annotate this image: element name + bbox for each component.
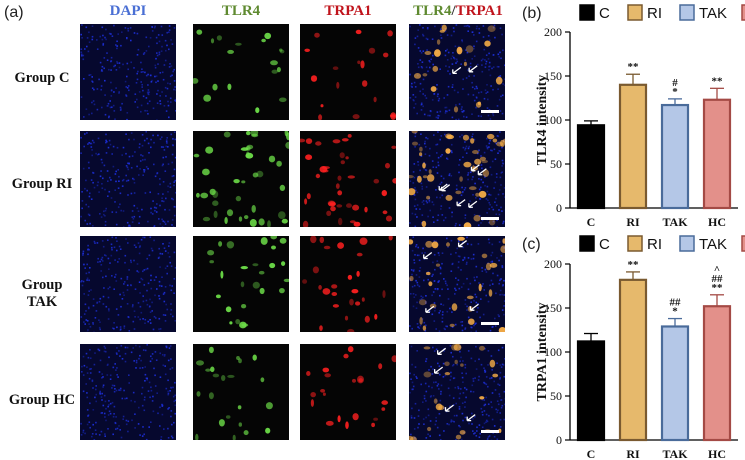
chart-c-y-tick-label-0: 0 <box>556 433 562 447</box>
chart-b-y-tick-label-3: 150 <box>544 69 562 83</box>
chart-c-bar-hc <box>702 305 732 442</box>
chart-b-y-tick-label-2: 100 <box>544 113 562 127</box>
column-header-merge: TLR4/TRPA1 <box>403 3 513 20</box>
row-label-group-tak: Group TAK <box>21 277 63 310</box>
micrograph-group-c-merge <box>409 24 505 120</box>
chart-c-x-tick-label-1: RI <box>626 447 640 460</box>
chart-b-x-tick-label-2: TAK <box>662 215 688 229</box>
chart-c-significance-1-0: ** <box>628 259 640 271</box>
micrograph-group-c-trpa1 <box>300 24 396 120</box>
chart-b-x-tick-label-3: HC <box>708 215 726 229</box>
chart-b-legend-label-1: RI <box>647 5 662 22</box>
micrograph-group-ri-trpa1 <box>300 131 396 227</box>
chart-c-significance-3-2: ^ <box>714 264 720 276</box>
chart-b-legend-swatch-1 <box>627 4 643 21</box>
chart-c-legend-swatch-0 <box>579 235 595 252</box>
chart-b-x-tick-label-1: RI <box>626 215 640 229</box>
row-label-group-hc: Group HC <box>8 392 76 408</box>
column-header-dapi: DAPI <box>109 3 147 19</box>
chart-b-legend-swatch-2 <box>679 4 695 21</box>
chart-c-bar-ri <box>618 278 648 442</box>
micrograph-group-tak-dapi <box>80 236 176 332</box>
chart-b-bar-ri <box>618 83 648 210</box>
micrograph-group-tak-merge <box>409 236 505 332</box>
chart-c-y-tick-label-1: 50 <box>550 389 562 403</box>
row-label-group-ri: Group RI <box>11 176 73 192</box>
chart-c-panel-label: (c) <box>522 236 541 253</box>
chart-b-bar-tak <box>660 103 690 210</box>
chart-b-panel-label: (b) <box>522 5 542 22</box>
chart-c-legend-swatch-1 <box>627 235 643 252</box>
chart-b-x-tick-label-0: C <box>587 215 596 229</box>
micrograph-group-hc-trpa1 <box>300 344 396 440</box>
chart-c-legend-label-0: C <box>599 236 610 253</box>
chart-c-significance-3-1: ## <box>712 273 724 285</box>
chart-c-y-axis-label: TRPA1 intensity <box>535 303 550 402</box>
chart-b-legend-swatch-0 <box>579 4 595 21</box>
chart-c-y-tick-label-2: 100 <box>544 345 562 359</box>
chart-c-legend-label-1: RI <box>647 236 662 253</box>
panel-a-label: (a) <box>4 4 24 21</box>
micrograph-group-c-tlr4 <box>193 24 289 120</box>
chart-c-y-tick-label-3: 150 <box>544 301 562 315</box>
micrograph-group-tak-tlr4 <box>193 236 289 332</box>
chart-c-bar-tak <box>660 325 690 442</box>
chart-b-significance-2-0: * <box>672 86 678 98</box>
chart-c-significance-2-1: ## <box>670 297 682 309</box>
chart-b-bar-c <box>576 124 606 210</box>
micrograph-group-hc-merge <box>409 344 505 440</box>
chart-c-significance-3-0: ** <box>712 282 724 294</box>
merge-header-slash: / <box>451 3 456 19</box>
micrograph-group-ri-tlr4 <box>193 131 289 227</box>
chart-c-x-tick-label-2: TAK <box>662 447 688 460</box>
chart-b-y-axis-label: TLR4 intensity <box>535 75 550 166</box>
micrograph-group-c-dapi <box>80 24 176 120</box>
chart-c-x-tick-label-3: HC <box>708 447 726 460</box>
row-label-group-c: Group C <box>14 70 70 86</box>
chart-b-y-tick-label-1: 50 <box>550 157 562 171</box>
column-header-tlr4: TLR4 <box>221 3 261 19</box>
chart-b-significance-2-1: # <box>672 77 678 89</box>
chart-b-legend-label-0: C <box>599 5 610 22</box>
chart-c-y-tick-label-4: 200 <box>544 257 562 271</box>
merge-header-trpa1: TRPA1 <box>455 3 503 19</box>
chart-b-significance-3-0: ** <box>712 75 724 87</box>
chart-b-y-tick-label-0: 0 <box>556 201 562 215</box>
micrograph-group-ri-dapi <box>80 131 176 227</box>
chart-c-significance-2-0: * <box>672 306 678 318</box>
chart-b-y-tick-label-4: 200 <box>544 25 562 39</box>
chart-b-significance-1-0: ** <box>628 61 640 73</box>
column-header-trpa1: TRPA1 <box>324 3 372 19</box>
chart-c-legend-label-2: TAK <box>699 236 727 253</box>
micrograph-group-hc-dapi <box>80 344 176 440</box>
micrograph-group-tak-trpa1 <box>300 236 396 332</box>
micrograph-group-ri-merge <box>409 131 505 227</box>
chart-b-bar-hc <box>702 98 732 210</box>
merge-header-tlr4: TLR4 <box>413 3 452 19</box>
chart-b-legend-label-2: TAK <box>699 5 727 22</box>
chart-c-x-tick-label-0: C <box>587 447 596 460</box>
chart-c-bar-c <box>576 340 606 442</box>
chart-c-legend-swatch-2 <box>679 235 695 252</box>
micrograph-group-hc-tlr4 <box>193 344 289 440</box>
